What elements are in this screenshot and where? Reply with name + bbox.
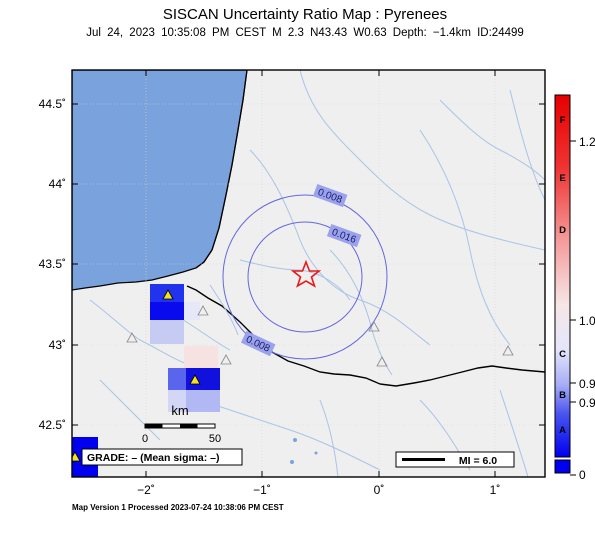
- uncertainty-contours: [222, 194, 388, 360]
- national-border: [186, 285, 545, 387]
- map-title: SISCAN Uncertainty Ratio Map : Pyrenees: [162, 6, 448, 23]
- colorbar-letter: C: [559, 349, 566, 360]
- colorbar-letter: F: [560, 115, 566, 126]
- colorbar-letter: D: [559, 225, 566, 236]
- lon-tick-label: 1˚: [490, 483, 501, 497]
- station-marker: [502, 345, 514, 356]
- station-marker: [220, 354, 232, 365]
- lakes: [290, 438, 318, 464]
- colorbar-tick-label: 1.0: [579, 314, 595, 328]
- scale-start: 0: [142, 433, 148, 445]
- frame-ticks: [72, 70, 545, 477]
- colorbar: F E D C B A 1.2 1.0 0.9 0.9 0: [554, 94, 595, 482]
- station-marker: [162, 289, 174, 300]
- scale-bar: km 0 50: [142, 403, 221, 445]
- event-details: Jul 24, 2023 10:35:08 PM CEST M 2.3 N43.…: [86, 27, 524, 39]
- grade-box: [81, 448, 243, 466]
- lon-tick-label: −2˚: [137, 483, 155, 497]
- scale-end: 50: [209, 433, 221, 445]
- lon-tick-label: −1˚: [253, 483, 271, 497]
- scale-unit: km: [171, 403, 188, 418]
- processing-footer: Map Version 1 Processed 2023-07-24 10:38…: [72, 503, 284, 512]
- coastline: [195, 70, 248, 269]
- station-marker: [126, 332, 138, 343]
- station-marker: [376, 356, 388, 367]
- colorbar-tick-label: 0.9: [579, 377, 595, 391]
- lat-tick-label: 44˚: [49, 177, 66, 191]
- station-marker: [189, 374, 201, 385]
- seismic-stations: [72, 289, 514, 462]
- lat-tick-label: 43.5˚: [39, 257, 66, 271]
- colorbar-letter: E: [559, 173, 565, 184]
- lat-tick-label: 44.5˚: [39, 97, 66, 111]
- mi-label: MI = 6.0: [459, 455, 497, 467]
- lon-tick-label: 0˚: [374, 483, 385, 497]
- colorbar-letter: A: [559, 425, 566, 436]
- mi-box: [395, 451, 515, 468]
- lat-tick-label: 42.5˚: [39, 418, 66, 432]
- colorbar-tick-label: 0.9: [579, 396, 595, 410]
- station-marker: [368, 321, 380, 332]
- map-frame: [71, 69, 546, 478]
- colorbar-letter: B: [559, 390, 566, 401]
- colorbar-tick-label: 0: [579, 468, 586, 482]
- station-marker: [197, 305, 209, 316]
- colorbar-tick-label: 1.2: [579, 135, 595, 149]
- grade-label: GRADE: – (Mean sigma: –): [87, 452, 219, 464]
- epicenter-star: [290, 259, 322, 288]
- lat-tick-label: 43˚: [49, 338, 66, 352]
